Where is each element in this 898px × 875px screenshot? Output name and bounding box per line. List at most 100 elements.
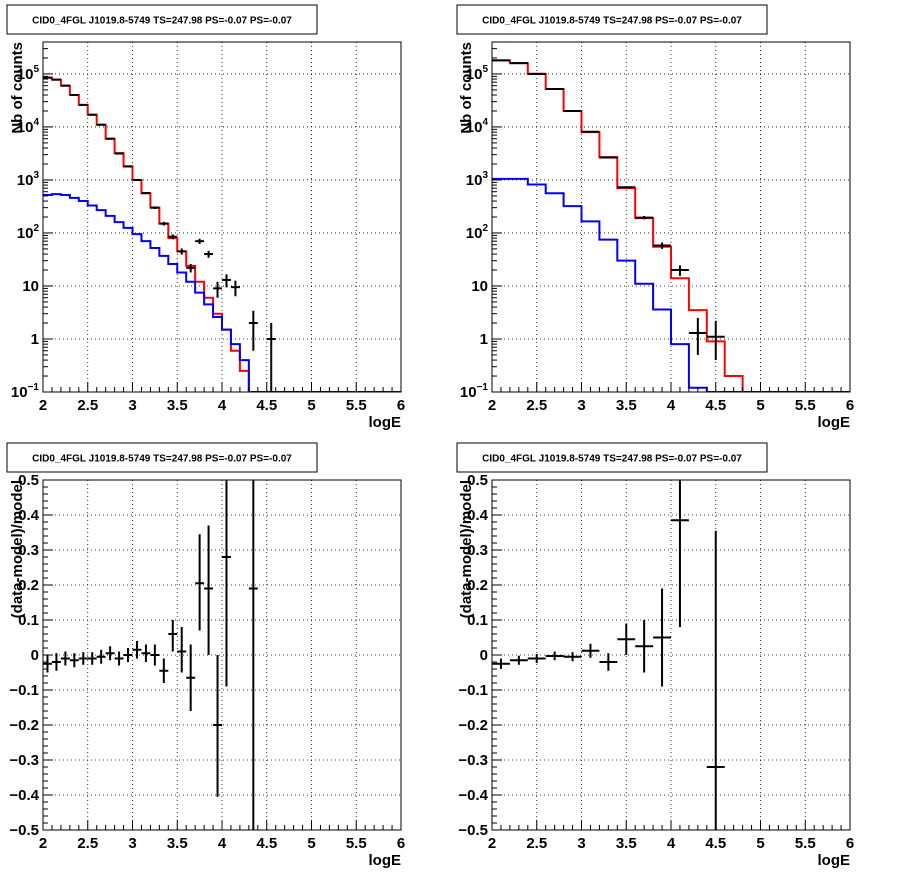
x-tick-label: 5.5 [795, 397, 816, 414]
tick-exponent: 5 [482, 64, 488, 75]
x-tick-label: 3 [577, 397, 585, 414]
data-point-11 [688, 317, 707, 355]
grid-lines [43, 42, 401, 392]
y-tick-label: 0.5 [467, 472, 488, 489]
data-point-4 [78, 103, 88, 106]
x-tick-label: 4 [667, 835, 676, 852]
top-right-panel: CID0_4FGL J1019.8-5749 TS=247.98 PS=-0.0… [456, 4, 854, 431]
tick-base: 10 [466, 225, 483, 242]
residual-point-1 [51, 653, 61, 671]
residual-point-10 [132, 641, 142, 659]
y-tick-label: 10 [471, 278, 488, 295]
tick-base: 10 [17, 225, 34, 242]
x-tick-label: 5.5 [346, 397, 367, 414]
tick-exponent: 2 [33, 223, 39, 234]
data-point-5 [87, 113, 97, 116]
x-axis: 2 2.5 3 3.5 4 4.5 5 5.5 6 [488, 820, 854, 852]
y-tick-label: 104 [466, 117, 489, 136]
data-point-9 [653, 242, 671, 249]
y-tick-label: −0.5 [9, 822, 39, 839]
model-source-histogram [492, 177, 850, 392]
tick-base: 10 [466, 66, 483, 83]
residual-point-0 [43, 655, 52, 673]
y-tick-label: 102 [17, 223, 40, 242]
residual-point-14 [168, 620, 178, 652]
data-point-13 [159, 221, 169, 226]
residual-point-1 [509, 655, 528, 665]
residual-point-4 [78, 652, 88, 665]
y-tick-label: 102 [466, 223, 489, 242]
data-point-9 [123, 165, 133, 168]
residual-point-11 [141, 644, 151, 662]
y-tick-label: −0.4 [458, 787, 488, 804]
y-tick-label: −0.5 [458, 822, 488, 839]
chart-title: CID0_4FGL J1019.8-5749 TS=247.98 PS=-0.0… [482, 454, 742, 465]
model-source-histogram [43, 193, 401, 392]
x-tick-label: 4 [667, 397, 676, 414]
x-tick-label: 3 [128, 835, 136, 852]
x-tick-label: 3.5 [167, 397, 188, 414]
residual-point-16 [186, 644, 196, 711]
data-point-22 [248, 310, 258, 351]
tick-base: 10 [17, 66, 34, 83]
tick-exponent: 3 [33, 170, 39, 181]
tick-base: 10 [17, 172, 34, 189]
x-tick-label: 5.5 [795, 835, 816, 852]
residual-point-9 [653, 588, 671, 687]
residual-point-9 [123, 648, 133, 662]
residual-point-21 [248, 480, 258, 830]
data-point-15 [177, 248, 187, 255]
y-tick-label: 0.3 [467, 542, 488, 559]
data-point-7 [105, 137, 115, 140]
x-tick-label: 2 [39, 397, 47, 414]
y-tick-label: 0.2 [467, 577, 488, 594]
x-tick-label: 5 [756, 835, 764, 852]
grid-lines [492, 480, 850, 830]
tick-base: 10 [466, 172, 483, 189]
tick-exponent: 4 [482, 117, 488, 128]
y-tick-label: 0.3 [18, 542, 39, 559]
data-point-19 [213, 281, 222, 298]
x-tick-label: 4 [218, 835, 227, 852]
x-tick-label: 6 [846, 835, 854, 852]
y-axis: 0.5 0.4 0.3 0.2 0.1 0 −0.1 −0.2 −0.3 −0.4 −0.5 [458, 472, 502, 839]
y-tick-label: 103 [17, 170, 40, 189]
data-point-21 [230, 280, 240, 297]
y-tick-label: −0.2 [458, 717, 488, 734]
residual-point-12 [150, 644, 160, 666]
residual-point-7 [105, 646, 115, 661]
x-tick-label: 5 [756, 397, 764, 414]
y-tick-label: −0.4 [9, 787, 39, 804]
x-tick-label: 2.5 [77, 397, 98, 414]
plot-data [492, 59, 850, 392]
residual-point-6 [96, 649, 106, 664]
y-tick-label: −0.3 [9, 752, 39, 769]
y-axis-title: Nb of counts [458, 42, 475, 134]
x-tick-label: 4.5 [705, 835, 726, 852]
y-tick-label: 105 [17, 64, 40, 83]
tick-exponent: 4 [33, 117, 39, 128]
data-point-17 [195, 238, 205, 244]
y-tick-label: 10−1 [11, 382, 40, 401]
x-tick-label: 6 [397, 397, 405, 414]
chart-title: CID0_4FGL J1019.8-5749 TS=247.98 PS=-0.0… [32, 454, 292, 465]
x-tick-label: 3 [577, 835, 585, 852]
residual-point-8 [114, 651, 124, 666]
x-tick-label: 5.5 [346, 835, 367, 852]
data-point-14 [168, 234, 178, 240]
data-point-8 [635, 215, 654, 220]
title-box [6, 442, 318, 473]
x-axis: 2 2.5 3 3.5 4 4.5 5 5.5 6 [488, 382, 854, 414]
y-tick-label: 0.1 [18, 612, 39, 629]
data-point-10 [132, 178, 142, 181]
residual-point-5 [581, 643, 600, 658]
residual-point-4 [563, 652, 582, 662]
residual-point-13 [159, 658, 169, 683]
residual-point-7 [617, 623, 636, 655]
x-axis: 2 2.5 3 3.5 4 4.5 5 5.5 6 [39, 382, 405, 414]
tick-exponent: 2 [482, 223, 488, 234]
x-axis-title: logE [818, 414, 851, 431]
data-point-5 [581, 130, 600, 133]
y-tick-label: 1 [480, 331, 488, 348]
